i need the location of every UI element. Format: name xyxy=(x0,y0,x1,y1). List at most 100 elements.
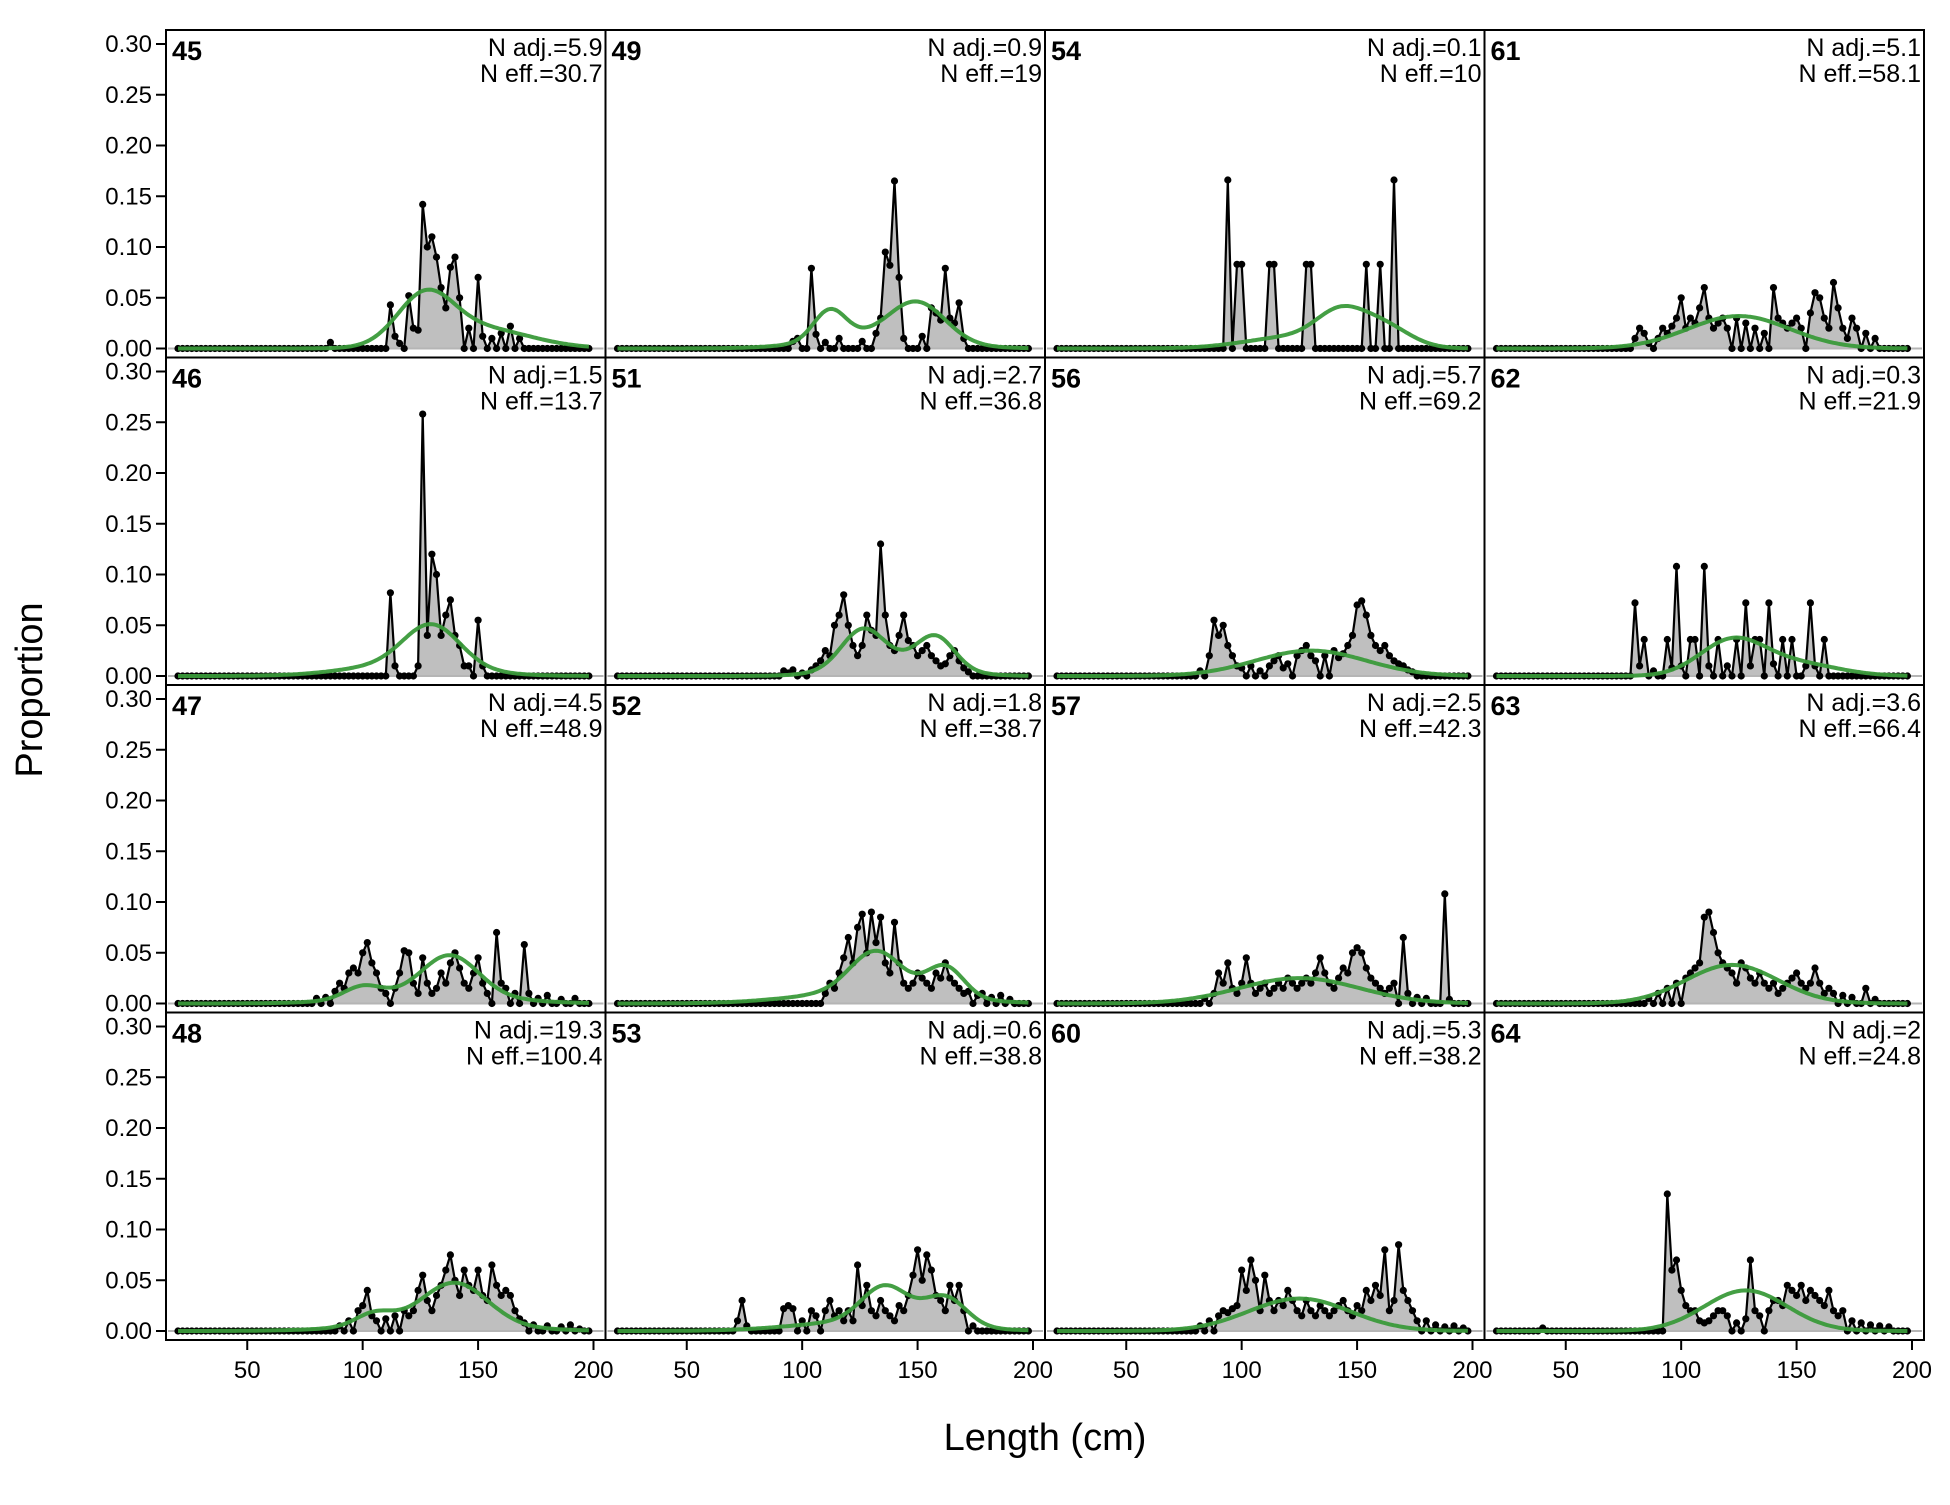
y-tick-label: 0.05 xyxy=(105,285,152,312)
observed-point xyxy=(1348,631,1357,640)
observed-point xyxy=(881,611,889,619)
observed-point xyxy=(1848,1317,1856,1325)
observed-point xyxy=(349,1327,357,1335)
observed-point xyxy=(474,1266,482,1274)
observed-area-60 xyxy=(1057,1244,1468,1331)
observed-point xyxy=(909,1271,917,1279)
x-axis-col-3: 50 100 150 200 xyxy=(1113,1340,1493,1384)
observed-point xyxy=(1367,974,1375,982)
observed-point xyxy=(1339,964,1347,972)
observed-point xyxy=(1385,1307,1393,1315)
observed-point xyxy=(1210,616,1218,624)
panel-61: 61 N adj.=5.1N eff.=58.1 xyxy=(1483,29,1925,359)
panel-48: 48 N adj.=19.3N eff.=100.4 xyxy=(165,1011,607,1341)
y-tick-label: 0.15 xyxy=(105,183,152,210)
n-adj-label: N adj.=5.1 xyxy=(1806,34,1921,62)
expected-line-57 xyxy=(1057,976,1468,1006)
observed-point xyxy=(858,337,866,345)
observed-point xyxy=(872,1312,880,1320)
observed-point xyxy=(854,923,862,932)
observed-point xyxy=(890,1317,899,1325)
observed-point xyxy=(969,1322,977,1330)
observed-point xyxy=(469,344,478,353)
observed-point xyxy=(1233,989,1241,998)
observed-point xyxy=(1288,672,1297,680)
observed-point xyxy=(1376,1291,1384,1300)
observed-point xyxy=(946,652,954,660)
n-adj-label: N adj.=0.1 xyxy=(1367,34,1482,62)
n-eff-label: N eff.=66.4 xyxy=(1798,715,1921,743)
observed-point xyxy=(1325,672,1333,680)
observed-point xyxy=(1802,344,1810,353)
observed-point xyxy=(1760,1327,1768,1335)
panel-56: 56 N adj.=5.7N eff.=69.2 xyxy=(1044,356,1486,686)
observed-point xyxy=(1358,1307,1366,1315)
n-eff-label: N eff.=19 xyxy=(940,60,1042,88)
observed-point xyxy=(1834,304,1842,312)
observed-point xyxy=(789,666,797,674)
x-tick-label: 200 xyxy=(1452,1357,1492,1384)
observed-point xyxy=(914,652,922,660)
observed-point xyxy=(1816,294,1824,302)
observed-line-51 xyxy=(617,542,1029,678)
observed-point xyxy=(483,344,491,353)
observed-point xyxy=(1659,1327,1667,1335)
y-tick-label: 0.05 xyxy=(105,1267,152,1294)
observed-point xyxy=(1811,964,1819,972)
observed-point xyxy=(1371,1281,1380,1289)
observed-point xyxy=(493,1281,501,1289)
observed-point xyxy=(428,550,436,558)
observed-point xyxy=(1862,984,1870,992)
observed-point xyxy=(1696,304,1704,312)
observed-point xyxy=(391,332,399,340)
observed-point xyxy=(733,1317,742,1325)
observed-point xyxy=(1705,1317,1713,1325)
observed-point xyxy=(1348,949,1357,957)
observed-point xyxy=(886,969,894,977)
x-tick-label: 100 xyxy=(782,1357,822,1384)
observed-point xyxy=(1395,999,1403,1008)
observed-point xyxy=(456,294,464,302)
observed-point xyxy=(1853,324,1861,332)
observed-point xyxy=(867,1307,876,1315)
observed-point xyxy=(1760,329,1768,337)
panel-64: 64 N adj.=2N eff.=24.8 xyxy=(1483,1011,1925,1341)
observed-point xyxy=(1270,260,1278,268)
observed-point xyxy=(460,344,468,353)
observed-point xyxy=(382,344,390,353)
observed-point xyxy=(428,989,436,998)
observed-point xyxy=(1399,933,1407,942)
observed-point xyxy=(483,989,491,998)
observed-area-61 xyxy=(1496,282,1908,349)
observed-point xyxy=(1353,944,1361,952)
observed-point xyxy=(326,338,334,346)
observed-point xyxy=(904,984,912,992)
observed-point xyxy=(1714,319,1722,327)
observed-point xyxy=(1700,913,1708,921)
panel-62: 62 N adj.=0.3N eff.=21.9 xyxy=(1483,356,1925,686)
observed-point xyxy=(835,1307,843,1315)
observed-point xyxy=(914,344,922,353)
observed-point xyxy=(872,329,880,337)
observed-area-53 xyxy=(617,1249,1029,1331)
observed-point xyxy=(918,974,926,982)
observed-point xyxy=(1802,662,1810,670)
observed-line-45 xyxy=(178,203,589,350)
panel-52: 52 N adj.=1.8N eff.=38.7 xyxy=(604,684,1046,1014)
observed-point xyxy=(1793,1291,1801,1300)
observed-point xyxy=(1238,1266,1246,1274)
y-tick-label: 0.25 xyxy=(105,409,152,436)
observed-point xyxy=(432,570,441,579)
observed-point xyxy=(446,959,454,967)
observed-point xyxy=(863,611,871,619)
y-tick-label: 0.30 xyxy=(105,359,152,386)
x-axis-title: Length (cm) xyxy=(944,1417,1147,1459)
observed-point xyxy=(858,910,866,918)
observed-point xyxy=(1811,1291,1819,1300)
observed-point xyxy=(1742,319,1750,327)
panel-id-label: 63 xyxy=(1491,691,1521,721)
observed-point xyxy=(946,974,954,982)
observed-point xyxy=(1270,984,1278,992)
observed-point xyxy=(1783,1281,1791,1289)
observed-point xyxy=(1353,1302,1361,1310)
